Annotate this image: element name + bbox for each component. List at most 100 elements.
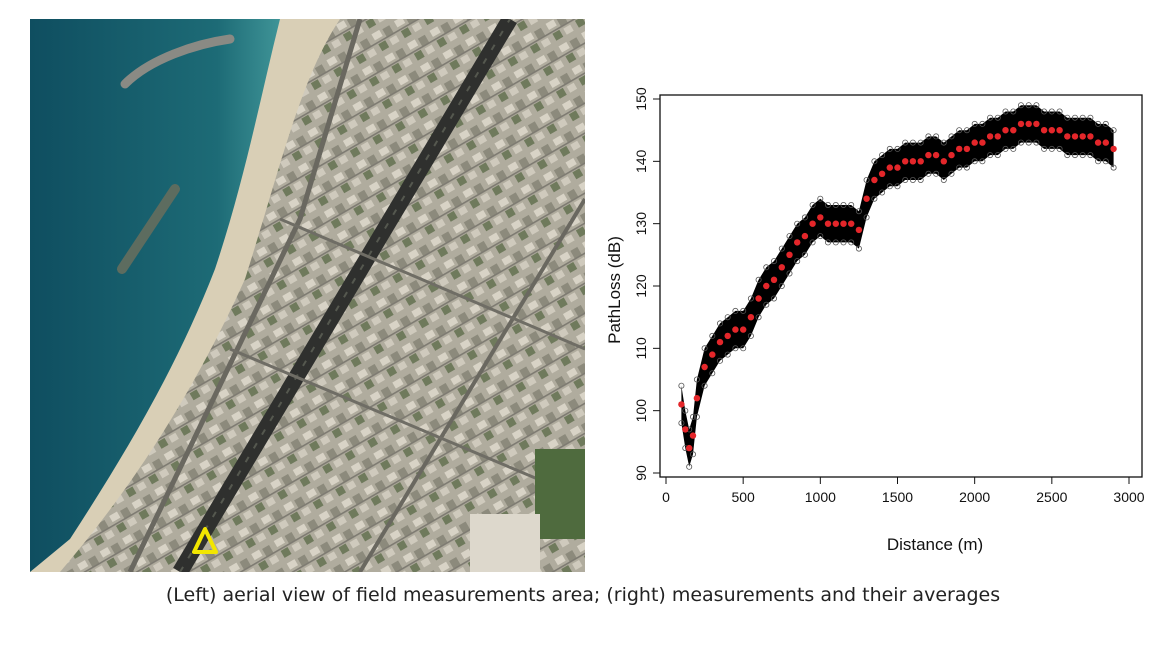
measurement-point [763, 264, 770, 271]
measurement-point [1017, 102, 1024, 109]
average-point [747, 314, 755, 321]
measurement-point [1064, 152, 1071, 159]
average-point [794, 239, 801, 246]
measurement-point [879, 152, 886, 159]
measurement-point [678, 382, 685, 389]
average-point [886, 164, 893, 171]
measurement-point [1002, 145, 1009, 152]
measurement-point [886, 183, 893, 190]
measurement-point [701, 345, 708, 352]
measurement-point [925, 133, 932, 140]
average-point [701, 363, 708, 371]
average-point [770, 276, 778, 283]
y-tick-label: 150 [633, 87, 649, 111]
average-point [902, 158, 909, 165]
average-point [801, 232, 809, 240]
average-point [971, 139, 978, 146]
measurement-point [817, 195, 824, 202]
average-point [917, 158, 924, 165]
average-point [979, 139, 986, 146]
y-tick-label: 110 [633, 337, 649, 360]
triangle-marker-icon [192, 527, 218, 554]
average-point [1010, 127, 1017, 134]
average-point [855, 226, 863, 234]
measurement-point [902, 139, 909, 146]
average-point [878, 170, 886, 177]
measurement-point [840, 202, 847, 209]
breakwater [120, 34, 235, 89]
x-tick-label: 3000 [1113, 489, 1144, 505]
measurement-point [1110, 127, 1117, 134]
measurement-point [786, 233, 793, 240]
measurement-point [979, 158, 986, 165]
average-point [840, 220, 847, 227]
average-point [932, 151, 940, 159]
average-point [1110, 145, 1117, 153]
x-axis: 0 500 1000 1500 2000 2500 3000 [662, 477, 1145, 505]
measurement-point [979, 120, 986, 127]
average-point [848, 220, 855, 227]
measurement-point [832, 239, 839, 246]
average-point [863, 195, 870, 202]
x-tick-label: 0 [662, 489, 670, 505]
average-point [763, 282, 770, 290]
measurement-point [809, 202, 816, 209]
average-point [1017, 120, 1025, 128]
average-point [963, 145, 971, 153]
measurement-point [863, 177, 870, 184]
average-point [940, 158, 947, 165]
measurement-point [1056, 145, 1063, 152]
measurement-point [1095, 158, 1102, 165]
measurement-point [809, 239, 816, 246]
measurement-point [732, 345, 739, 352]
average-point [986, 133, 994, 140]
measurement-point [963, 164, 970, 171]
measurement-point [1033, 139, 1040, 146]
measurement-point [770, 295, 777, 302]
y-tick-label: 140 [633, 149, 649, 173]
y-axis: 90 100 110 120 130 140 150 [633, 87, 660, 481]
average-point [1025, 120, 1032, 128]
measurement-point [763, 301, 770, 308]
average-point [1102, 139, 1109, 146]
measurement-point [871, 195, 878, 202]
average-point [817, 214, 824, 221]
y-tick-label: 90 [633, 465, 649, 481]
measurement-band [681, 105, 1114, 467]
measurement-point [871, 158, 878, 165]
average-point [1094, 139, 1102, 146]
measurement-point [1110, 164, 1117, 171]
measurement-point [840, 239, 847, 246]
x-tick-label: 2500 [1036, 489, 1067, 505]
measurement-point [824, 239, 831, 246]
average-point [778, 264, 785, 271]
average-point [689, 432, 697, 439]
measurement-point [1102, 158, 1109, 165]
measurement-point [1041, 145, 1048, 152]
measurement-point [1102, 120, 1109, 127]
measurement-point [709, 332, 716, 339]
measurement-point [740, 307, 747, 314]
measurement-point [786, 270, 793, 277]
x-tick-label: 1000 [805, 489, 836, 505]
sports-field [535, 449, 585, 539]
average-point [724, 332, 731, 340]
average-point [1048, 127, 1055, 134]
measurement-point [682, 407, 689, 414]
measurement-point [933, 170, 940, 177]
measurement-point [717, 357, 724, 364]
measurement-band-area [681, 105, 1114, 467]
main-road-median [179, 19, 511, 572]
x-tick-label: 500 [731, 489, 755, 505]
measurement-point [863, 214, 870, 221]
measurement-point [879, 189, 886, 196]
measurement-point [747, 332, 754, 339]
measurement-point [747, 295, 754, 302]
measurement-point [732, 307, 739, 314]
measurement-point [1025, 139, 1032, 146]
side-road [279, 217, 585, 351]
average-point [994, 133, 1001, 140]
measurement-point [933, 133, 940, 140]
average-point [824, 220, 832, 227]
measurement-point [740, 345, 747, 352]
